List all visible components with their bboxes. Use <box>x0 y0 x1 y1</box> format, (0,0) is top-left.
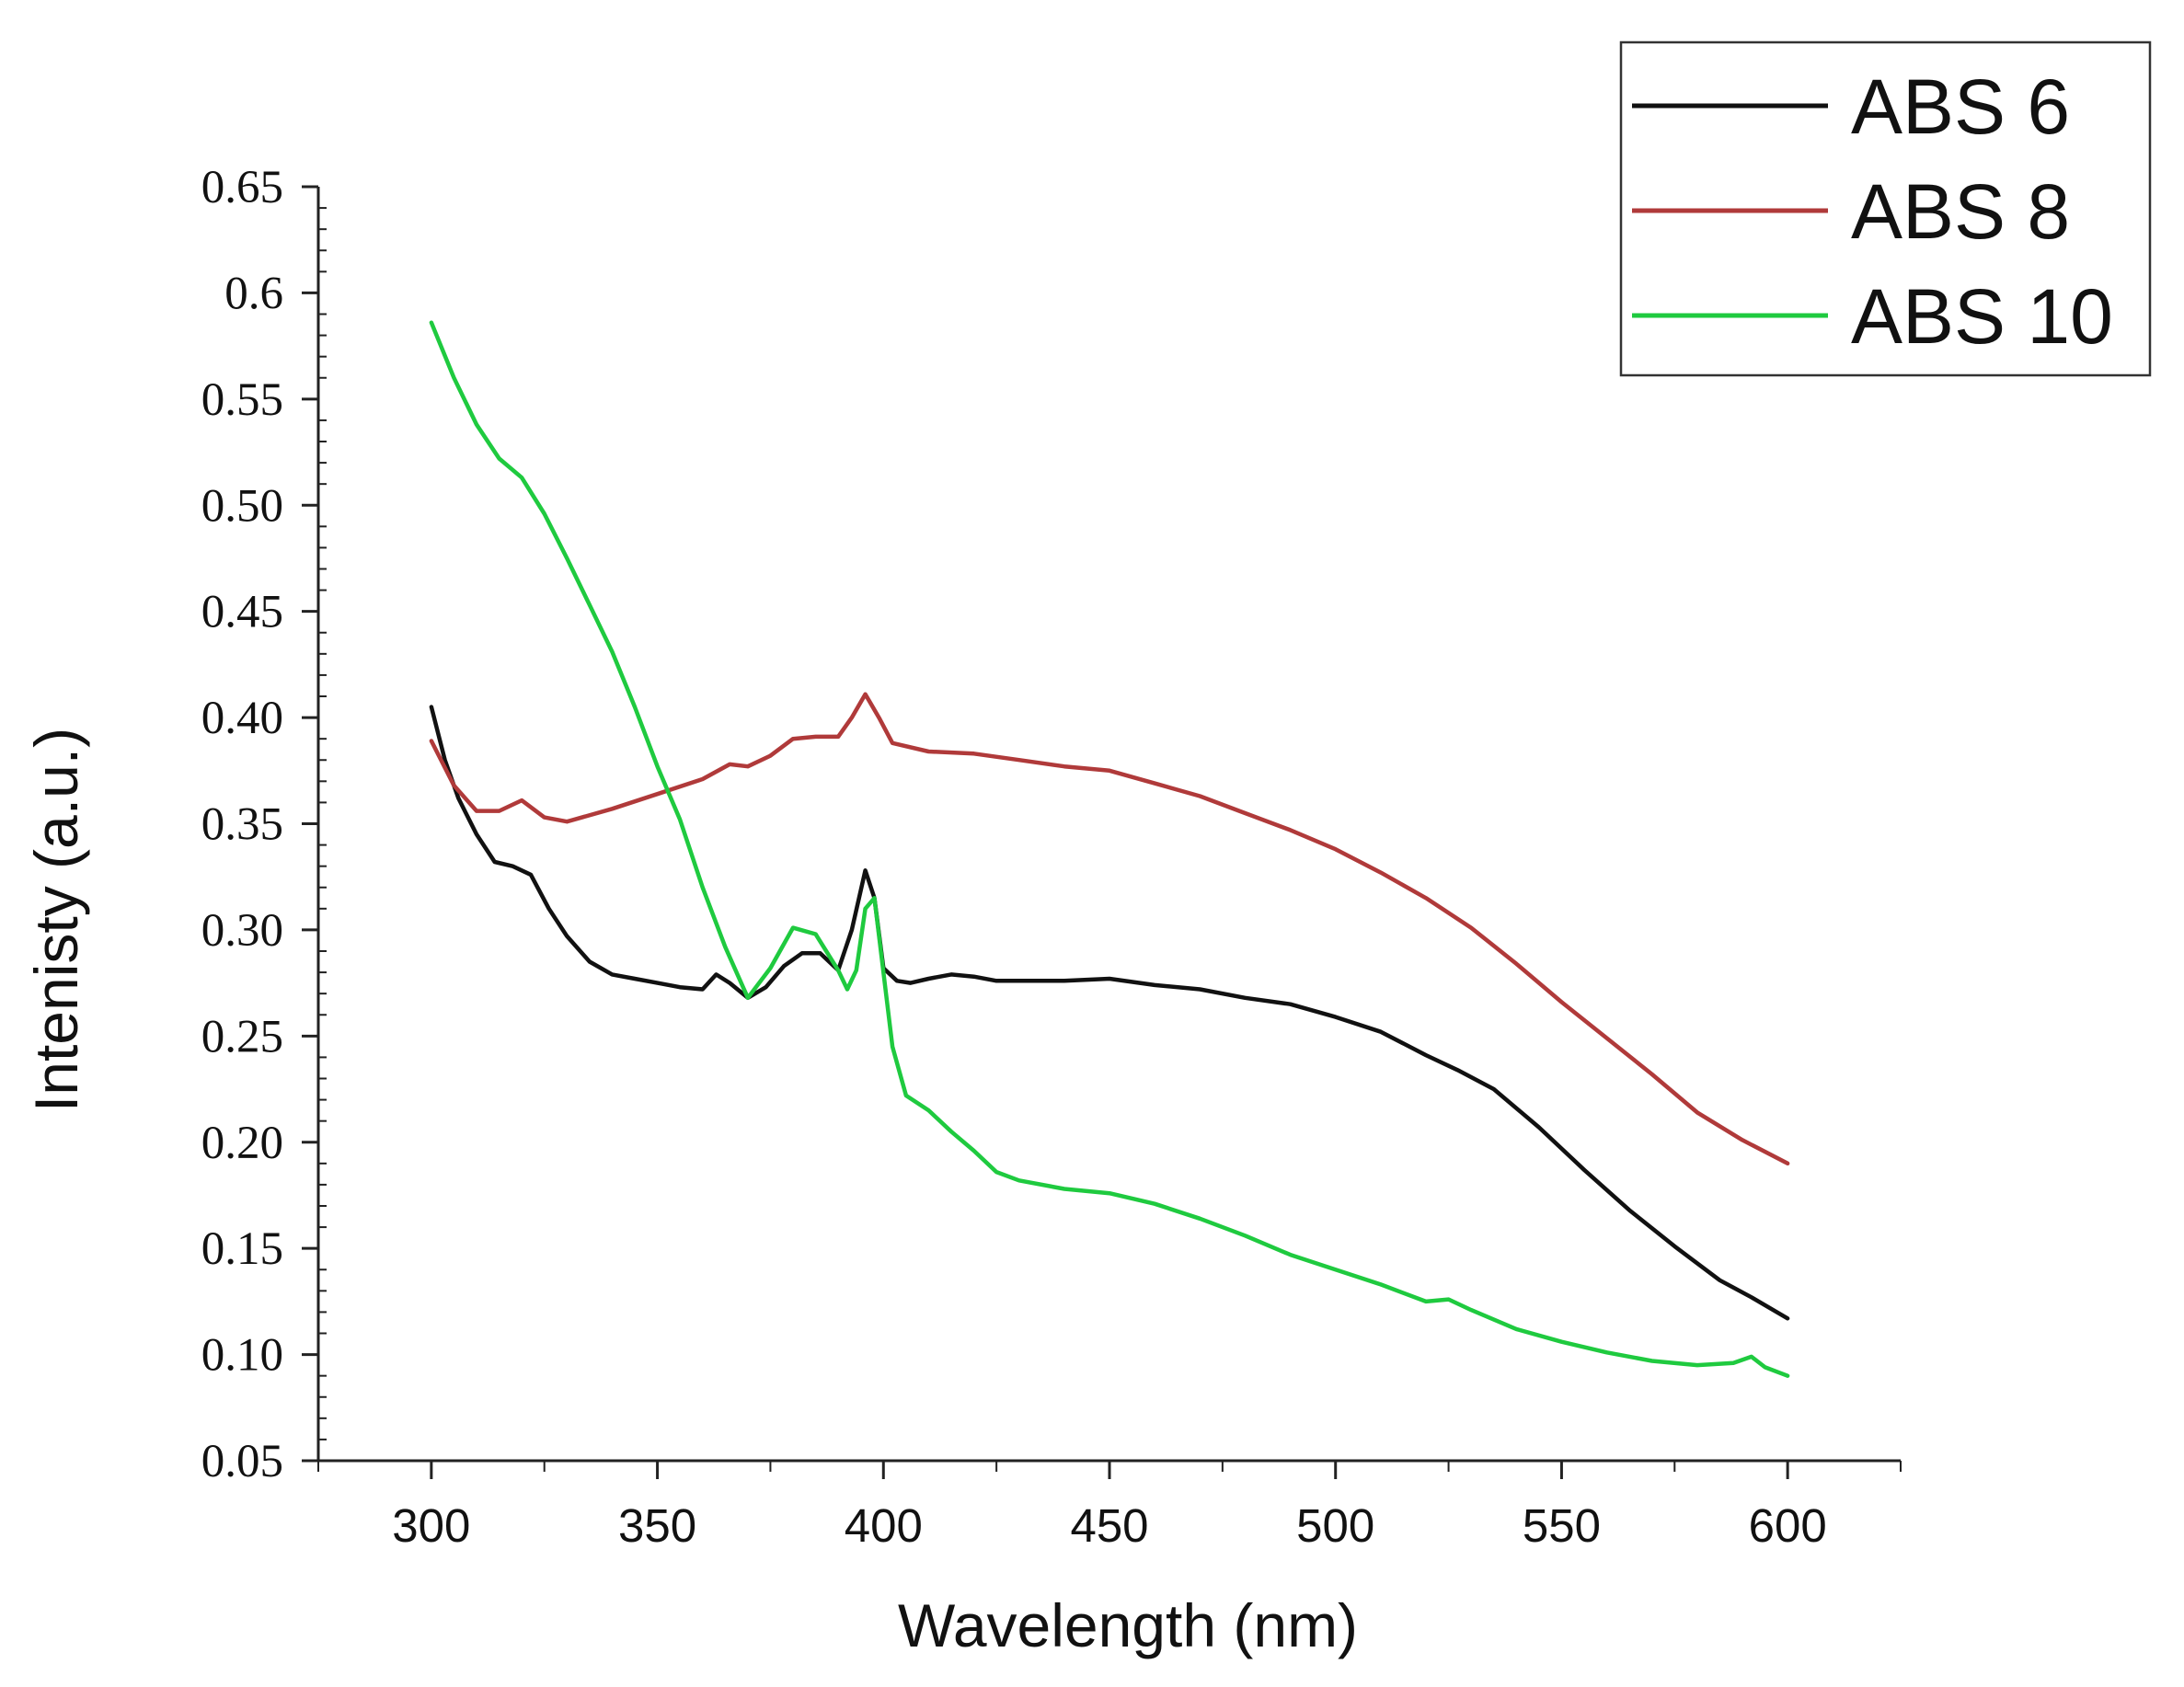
y-tick-label: 0.40 <box>201 693 283 744</box>
x-tick-label: 400 <box>845 1499 923 1552</box>
y-tick-label: 0.35 <box>201 799 283 851</box>
y-axis-label: Intenisty (a.u.) <box>22 728 90 1112</box>
series-line-abs-6 <box>431 707 1787 1319</box>
y-tick-label: 0.20 <box>201 1118 283 1169</box>
y-tick-label: 0.45 <box>201 587 283 638</box>
x-tick-label: 450 <box>1070 1499 1148 1552</box>
plot-lines <box>431 323 1787 1376</box>
y-tick-label: 0.55 <box>201 374 283 426</box>
x-tick-label: 300 <box>392 1499 470 1552</box>
series-line-abs-10 <box>431 323 1787 1376</box>
legend-entry: ABS 6 <box>1851 63 2070 150</box>
y-tick-label: 0.30 <box>201 905 283 957</box>
y-tick-label: 0.25 <box>201 1011 283 1062</box>
axes: 0.05 0.10 0.15 0.20 0.25 0.30 0.35 0.40 0.45 0.50… <box>22 162 1901 1659</box>
x-tick-label: 500 <box>1296 1499 1374 1552</box>
legend-entry: ABS 8 <box>1851 168 2070 255</box>
x-tick-label: 350 <box>618 1499 696 1552</box>
y-tick-label: 0.6 <box>224 268 283 319</box>
y-tick-label: 0.65 <box>201 162 283 213</box>
legend: ABS 6 ABS 8 ABS 10 <box>1621 42 2150 375</box>
y-tick-label: 0.15 <box>201 1223 283 1275</box>
x-tick-label: 600 <box>1749 1499 1827 1552</box>
y-tick-label: 0.10 <box>201 1330 283 1382</box>
x-axis-label: Wavelength (nm) <box>898 1591 1358 1659</box>
series-line-abs-8 <box>431 694 1787 1164</box>
legend-entry: ABS 10 <box>1851 273 2113 360</box>
x-tick-label: 550 <box>1523 1499 1601 1552</box>
y-tick-label: 0.50 <box>201 480 283 532</box>
y-tick-label: 0.05 <box>201 1436 283 1487</box>
